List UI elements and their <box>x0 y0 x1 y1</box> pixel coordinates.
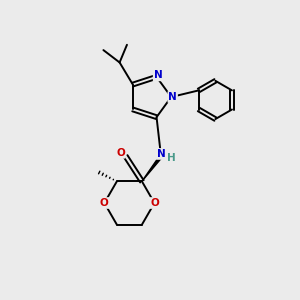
Text: N: N <box>157 149 165 159</box>
Polygon shape <box>142 155 162 181</box>
Text: O: O <box>150 198 159 208</box>
Text: N: N <box>154 70 162 80</box>
Text: O: O <box>100 198 109 208</box>
Text: H: H <box>167 153 176 163</box>
Text: N: N <box>168 92 177 102</box>
Text: O: O <box>116 148 125 158</box>
